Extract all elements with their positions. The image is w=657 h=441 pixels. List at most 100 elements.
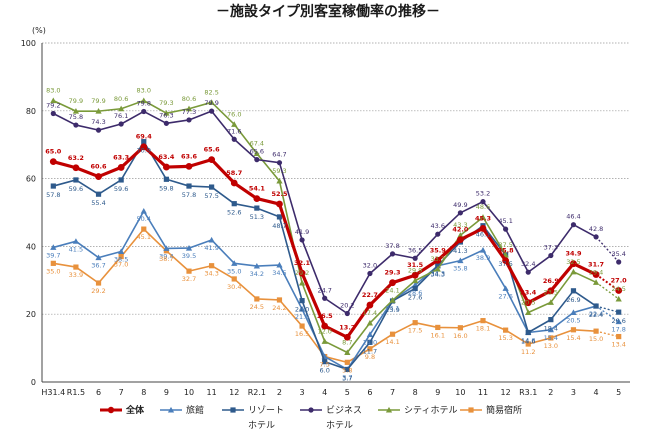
- data-label: 45.3: [475, 214, 491, 222]
- data-point: [570, 288, 577, 294]
- x-tick-label: 10: [455, 388, 465, 397]
- data-label: 79.9: [91, 97, 105, 105]
- data-point: [118, 105, 125, 112]
- data-point: [570, 309, 577, 316]
- data-label: 59.6: [69, 185, 83, 193]
- data-label: 37.3: [544, 244, 558, 252]
- data-label: 39.4: [159, 252, 173, 260]
- data-point: [185, 105, 193, 112]
- data-label: 14.6: [521, 337, 535, 345]
- data-label: 43.6: [431, 222, 445, 230]
- data-point: [230, 179, 238, 187]
- data-point: [389, 297, 396, 303]
- data-point: [186, 183, 192, 189]
- data-point: [73, 264, 79, 270]
- data-point: [118, 248, 125, 254]
- data-label: 23.4: [520, 289, 537, 297]
- data-point: [412, 277, 419, 284]
- data-label: 42.0: [452, 226, 469, 234]
- x-tick-label: 10: [184, 388, 194, 397]
- data-label: 29.4: [589, 268, 603, 276]
- legend-label: シティホテル: [404, 405, 457, 416]
- data-point: [525, 269, 531, 275]
- data-label: 31.7: [588, 261, 604, 269]
- data-label: 57.8: [182, 191, 196, 199]
- series-group: [49, 97, 623, 373]
- data-point: [231, 201, 237, 207]
- data-point: [615, 318, 622, 325]
- data-point: [412, 255, 418, 261]
- data-point: [209, 263, 215, 269]
- data-point: [253, 262, 260, 269]
- data-point: [479, 214, 487, 220]
- data-label: 6.0: [320, 367, 330, 375]
- data-point: [616, 259, 622, 265]
- data-label: 57.5: [204, 192, 218, 200]
- x-tick-label: 8: [413, 388, 418, 397]
- x-tick-label: 7: [119, 388, 124, 397]
- data-label: 27.6: [498, 292, 512, 300]
- data-point: [593, 328, 599, 334]
- data-point: [480, 199, 486, 205]
- x-tick-label: 11: [478, 388, 488, 397]
- data-label: 51.3: [250, 213, 264, 221]
- data-label: 32.1: [294, 259, 311, 267]
- gridlines: [41, 42, 630, 383]
- y-tick-label: 40: [26, 242, 36, 251]
- data-point: [298, 269, 306, 277]
- data-label: 29.2: [295, 269, 309, 277]
- legend-label: ビジネス: [326, 405, 362, 416]
- data-point: [117, 164, 125, 171]
- data-point: [503, 327, 509, 333]
- y-tick-label: 60: [26, 175, 36, 184]
- x-tick-label: R3.1: [519, 388, 537, 397]
- data-point: [457, 325, 463, 331]
- data-label: 37.5: [498, 260, 512, 268]
- data-label: 20.2: [340, 302, 354, 310]
- data-point: [525, 329, 531, 336]
- data-point: [435, 263, 441, 269]
- legend-item: 全体: [100, 404, 145, 416]
- data-point: [344, 349, 351, 356]
- x-tick-label: 9: [164, 388, 169, 397]
- x-tick-label: 9: [435, 388, 440, 397]
- data-point: [389, 251, 396, 257]
- data-label: 80.6: [182, 95, 196, 103]
- data-label: 7.5: [320, 361, 330, 369]
- data-label: 36.5: [408, 246, 422, 254]
- data-label: 75.8: [69, 113, 83, 121]
- x-tick-label: H31.4: [41, 388, 65, 397]
- data-label: 16.0: [453, 332, 467, 340]
- data-label: 22.4: [589, 311, 603, 319]
- data-point: [299, 298, 305, 304]
- data-point: [593, 234, 599, 240]
- data-label: 7.5: [320, 361, 330, 369]
- data-point: [592, 271, 600, 278]
- data-point: [209, 108, 215, 114]
- data-label: 46.1: [476, 231, 490, 239]
- data-label: 39.5: [182, 252, 196, 260]
- data-label: 35.8: [498, 247, 515, 255]
- data-point: [50, 110, 56, 117]
- data-point: [254, 157, 260, 163]
- data-point: [185, 244, 193, 251]
- data-point: [50, 97, 57, 104]
- data-point: [118, 121, 124, 127]
- data-label: 83.0: [137, 87, 151, 95]
- data-point: [118, 177, 124, 183]
- data-point: [208, 236, 215, 243]
- data-label: 29.2: [91, 287, 105, 295]
- data-label: 65.6: [204, 146, 221, 154]
- data-label: 18.1: [476, 325, 490, 333]
- data-label: 37.5: [498, 241, 512, 249]
- data-point: [95, 280, 102, 286]
- data-label: 35.0: [227, 267, 241, 275]
- data-label: 27.0: [611, 276, 628, 284]
- data-point: [185, 162, 193, 170]
- x-tick-label: 12: [229, 388, 239, 397]
- data-label: 34.3: [431, 271, 445, 279]
- data-label: 55.4: [91, 199, 105, 207]
- data-label: 39.7: [46, 251, 60, 259]
